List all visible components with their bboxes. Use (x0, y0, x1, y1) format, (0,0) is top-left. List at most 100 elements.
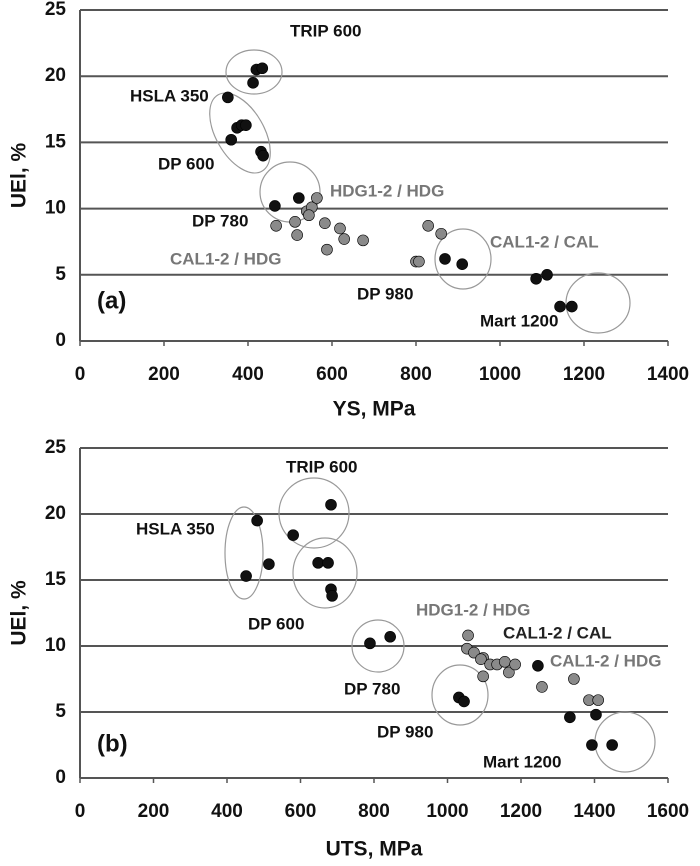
annotation: HSLA 350 (136, 519, 215, 538)
data-point (303, 209, 315, 222)
annotation: TRIP 600 (286, 457, 358, 476)
data-point (413, 255, 425, 268)
annotation: DP 980 (357, 284, 413, 303)
data-point (532, 659, 544, 672)
group-outline (209, 92, 271, 174)
data-point (541, 268, 553, 281)
x-axis-label: YS, MPa (333, 398, 416, 421)
data-point (503, 666, 515, 679)
x-axis-label: UTS, MPa (326, 838, 423, 861)
data-point (287, 529, 299, 541)
y-axis-label: UEl, % (8, 143, 31, 209)
x-tick-label: 400 (211, 801, 243, 822)
data-point (326, 590, 338, 602)
data-point (590, 708, 602, 721)
data-point (439, 253, 451, 265)
annotation: TRIP 600 (290, 21, 362, 40)
x-tick-label: 400 (232, 364, 264, 385)
x-tick-label: 200 (148, 364, 180, 385)
y-tick-label: 20 (45, 503, 66, 524)
group-outline (278, 477, 350, 549)
data-point (592, 694, 604, 706)
x-tick-label: 800 (400, 364, 432, 385)
x-tick-label: 0 (75, 364, 86, 385)
data-point (334, 222, 346, 235)
annotation: CAL1-2 / CAL (490, 232, 599, 251)
data-point (257, 149, 269, 162)
data-point (554, 300, 566, 313)
data-point (456, 258, 469, 271)
x-tick-label: 1600 (647, 801, 689, 822)
panel-label: (a) (97, 287, 126, 314)
group-outline (434, 228, 492, 290)
annotation: DP 600 (248, 614, 304, 633)
data-point (240, 570, 252, 582)
data-point (566, 300, 578, 313)
data-point (269, 200, 281, 212)
y-tick-label: 0 (55, 767, 66, 788)
y-tick-label: 0 (55, 330, 66, 351)
x-tick-label: 200 (138, 801, 170, 822)
panel-label: (b) (97, 730, 128, 757)
data-point (263, 558, 275, 570)
annotation: Mart 1200 (480, 311, 558, 330)
annotation: DP 780 (192, 211, 248, 230)
x-tick-label: 800 (358, 801, 390, 822)
x-tick-label: 600 (285, 801, 317, 822)
data-point (536, 681, 548, 693)
y-tick-label: 5 (55, 264, 66, 285)
group-outline (565, 272, 631, 334)
group-outline (351, 619, 405, 673)
y-tick-label: 10 (45, 198, 66, 219)
y-tick-label: 5 (55, 701, 66, 722)
data-point (384, 630, 396, 643)
annotation: HSLA 350 (130, 86, 209, 105)
data-point (568, 673, 580, 685)
group-outline (292, 537, 358, 609)
data-point (289, 216, 301, 228)
data-point (564, 711, 576, 724)
data-point (509, 658, 521, 671)
annotation: DP 600 (158, 154, 214, 173)
annotation: DP 780 (344, 679, 400, 698)
data-point (422, 220, 434, 232)
annotation: CAL1-2 / CAL (503, 623, 612, 642)
annotation: CAL1-2 / HDG (170, 249, 281, 268)
data-point (251, 514, 263, 527)
data-point (270, 220, 282, 232)
data-point (240, 119, 252, 131)
annotation: HDG1-2 / HDG (330, 181, 444, 200)
data-point (338, 233, 350, 245)
data-point (225, 133, 237, 146)
data-point (530, 272, 542, 285)
data-point (293, 192, 305, 204)
data-point (291, 229, 303, 241)
y-tick-label: 15 (45, 131, 67, 152)
annotation: Mart 1200 (483, 752, 561, 771)
data-point (247, 77, 259, 89)
y-tick-label: 25 (45, 0, 67, 20)
data-point (311, 192, 323, 204)
data-point (475, 653, 487, 666)
group-outline (224, 506, 264, 600)
y-tick-label: 25 (45, 437, 67, 458)
data-point (319, 217, 331, 229)
data-point (458, 695, 470, 708)
data-point (477, 670, 489, 683)
data-point (256, 62, 269, 75)
data-point (321, 243, 333, 256)
y-tick-label: 20 (45, 65, 66, 86)
group-outline (594, 711, 656, 773)
x-tick-label: 1200 (563, 364, 605, 385)
data-point (606, 739, 618, 751)
annotation: CAL1-2 / HDG (550, 651, 661, 670)
data-point (435, 227, 448, 240)
x-tick-label: 1000 (479, 364, 521, 385)
data-point (586, 739, 598, 751)
data-point (222, 91, 234, 104)
annotation: HDG1-2 / HDG (416, 600, 530, 619)
data-point (364, 637, 376, 650)
group-outline (431, 664, 489, 726)
data-point (462, 629, 474, 642)
x-tick-label: 1400 (573, 801, 615, 822)
